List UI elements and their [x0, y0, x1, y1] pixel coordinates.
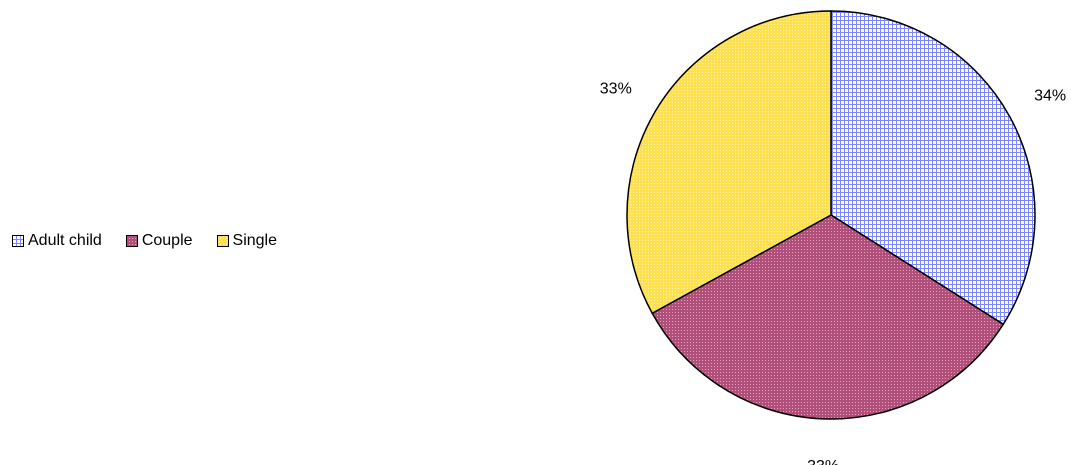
chart-legend: Adult child Couple Single	[12, 232, 301, 250]
legend-label: Adult child	[28, 232, 102, 249]
legend-item-couple: Couple	[125, 232, 193, 250]
legend-item-adult-child: Adult child	[12, 232, 102, 250]
data-label-adult-child: 34%	[1034, 88, 1066, 105]
pie-data-labels: 34% 33% 33%	[600, 81, 1066, 465]
data-label-single: 33%	[600, 81, 632, 98]
pie-slices	[626, 10, 1036, 420]
data-label-couple: 33%	[807, 458, 839, 465]
legend-swatch-icon	[12, 235, 24, 247]
legend-swatch-icon	[125, 235, 138, 247]
legend-swatch-icon	[216, 235, 229, 247]
legend-label: Couple	[141, 232, 193, 249]
legend-item-single: Single	[216, 232, 278, 250]
legend-label: Single	[232, 232, 278, 249]
pie-slice-couple	[651, 214, 1005, 420]
pie-slice-single	[626, 10, 832, 315]
pie-slice-adult-child	[830, 10, 1036, 326]
